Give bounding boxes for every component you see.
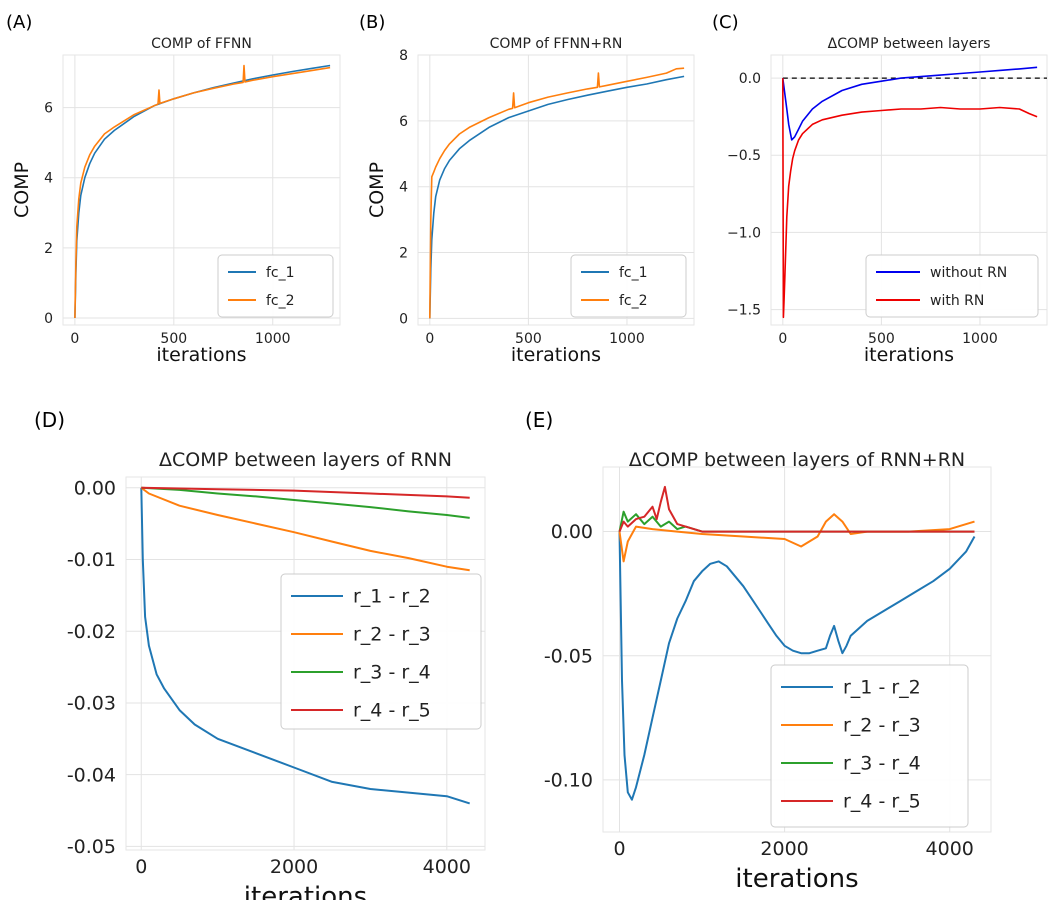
legend-label: r_4 - r_5: [353, 700, 431, 722]
y-tick-label: 2: [399, 245, 408, 261]
series-line-r-4-r-5: [141, 486, 470, 499]
legend-label: fc_2: [619, 293, 648, 309]
y-axis-label: COMP: [366, 162, 388, 218]
series-line-r-2-r-3: [140, 486, 470, 572]
chart-title: COMP of FFNN: [151, 36, 252, 52]
series-line-with-rn: [781, 78, 1038, 319]
legend: r_1 - r_2 r_2 - r_3 r_3 - r_4 r_4 - r_5: [280, 573, 482, 730]
x-tick-label: 1000: [609, 331, 645, 347]
x-axis-label: iterations: [511, 344, 601, 366]
y-tick-label: −1.5: [727, 302, 761, 318]
y-tick-label: 6: [399, 114, 408, 130]
legend: without RN with RN: [865, 254, 1039, 318]
legend-box: [570, 254, 687, 318]
y-tick-label: -0.03: [67, 693, 116, 715]
y-tick-label: 4: [399, 180, 408, 196]
legend-label: without RN: [930, 265, 1007, 281]
series-line-r-4-r-5: [618, 485, 975, 533]
legend-label: r_1 - r_2: [843, 677, 921, 699]
chart-title: ΔCOMP between layers: [828, 36, 991, 52]
x-tick-label: 4000: [926, 838, 974, 860]
x-tick-label: 0: [135, 856, 147, 878]
x-tick-label: 0: [70, 331, 79, 347]
panel-label: (D): [34, 408, 65, 432]
legend-box: [280, 573, 482, 730]
x-axis-label: iterations: [864, 344, 954, 366]
y-tick-label: 0: [44, 311, 53, 327]
x-tick-label: 0: [425, 331, 434, 347]
chart-title: COMP of FFNN+RN: [490, 36, 623, 52]
chart-panel-e: 0 2000 4000 0.00 -0.05 -0.10 ΔCOMP between lay…: [525, 408, 992, 894]
y-tick-label: 6: [44, 100, 53, 116]
legend-box: [217, 254, 334, 318]
series-line-r-3-r-4: [141, 486, 470, 519]
x-tick-label: 0: [613, 838, 625, 860]
chart-title: ΔCOMP between layers of RNN: [159, 449, 452, 471]
y-tick-label: 0: [399, 311, 408, 327]
legend-label: fc_1: [266, 265, 295, 281]
y-tick-label: 8: [399, 48, 408, 64]
series-line-fc-1: [74, 64, 331, 319]
y-tick-label: -0.01: [67, 549, 116, 571]
legend-label: fc_2: [266, 293, 295, 309]
y-tick-label: -0.05: [544, 645, 593, 667]
x-tick-label: 500: [160, 331, 187, 347]
chart-panel-b: 0 500 1000 0 2 4 6 8 COMP of FFNN+RN (B) iteration…: [359, 12, 695, 366]
chart-panel-c: 0 500 1000 0.0 −0.5 −1.0 −1.5 ΔCOMP between lay…: [712, 12, 1048, 366]
x-axis-label: iterations: [156, 344, 246, 366]
y-tick-label: -0.10: [544, 770, 593, 792]
y-tick-label: 0.00: [74, 477, 116, 499]
x-tick-label: 1000: [255, 331, 291, 347]
legend-label: r_3 - r_4: [843, 753, 921, 775]
y-tick-label: 2: [44, 241, 53, 257]
legend: r_1 - r_2 r_2 - r_3 r_3 - r_4 r_4 - r_5: [770, 664, 969, 828]
x-tick-label: 1000: [962, 331, 998, 347]
x-axis-label: iterations: [735, 864, 858, 894]
series-line-r-1-r-2: [140, 487, 470, 805]
y-tick-label: 4: [44, 171, 53, 187]
legend-label: with RN: [930, 293, 984, 309]
y-tick-label: −0.5: [727, 148, 761, 164]
panel-label: (A): [6, 12, 32, 33]
legend-label: r_2 - r_3: [353, 624, 431, 646]
series-line-r-1-r-2: [618, 531, 976, 801]
legend-label: r_1 - r_2: [353, 586, 431, 608]
x-tick-label: 0: [778, 331, 787, 347]
y-tick-label: -0.02: [67, 621, 116, 643]
legend-box: [770, 664, 969, 828]
panel-label: (C): [712, 12, 739, 33]
panel-label: (E): [525, 408, 553, 432]
y-tick-label: -0.04: [67, 764, 116, 786]
x-tick-label: 2000: [270, 856, 318, 878]
y-tick-label: 0.00: [551, 521, 593, 543]
x-tick-label: 500: [515, 331, 542, 347]
series-line-without-rn: [782, 66, 1038, 141]
series-line-fc-2: [429, 67, 685, 319]
legend-label: r_2 - r_3: [843, 715, 921, 737]
legend-label: r_3 - r_4: [353, 662, 431, 684]
legend-box: [865, 254, 1039, 318]
series-line-fc-1: [429, 75, 685, 319]
chart-panel-a: 0 500 1000 0 2 4 6 COMP of FFNN (A) iterations COM…: [6, 12, 341, 366]
x-tick-label: 2000: [760, 838, 808, 860]
x-axis-label: iterations: [244, 882, 367, 900]
series-line-fc-2: [74, 64, 331, 319]
y-tick-label: 0.0: [739, 71, 761, 87]
legend: fc_1 fc_2: [217, 254, 334, 318]
chart-panel-d: 0 2000 4000 0.00 -0.01 -0.02 -0.03 -0.04 -0.05 ΔC…: [34, 408, 486, 900]
x-tick-label: 4000: [423, 856, 471, 878]
legend-label: r_4 - r_5: [843, 791, 921, 813]
x-tick-label: 500: [868, 331, 895, 347]
panel-label: (B): [359, 12, 385, 33]
legend: fc_1 fc_2: [570, 254, 687, 318]
legend-label: fc_1: [619, 265, 648, 281]
y-axis-label: COMP: [11, 162, 33, 218]
y-tick-label: −1.0: [727, 225, 761, 241]
y-tick-label: -0.05: [67, 836, 116, 858]
chart-title: ΔCOMP between layers of RNN+RN: [629, 449, 965, 471]
